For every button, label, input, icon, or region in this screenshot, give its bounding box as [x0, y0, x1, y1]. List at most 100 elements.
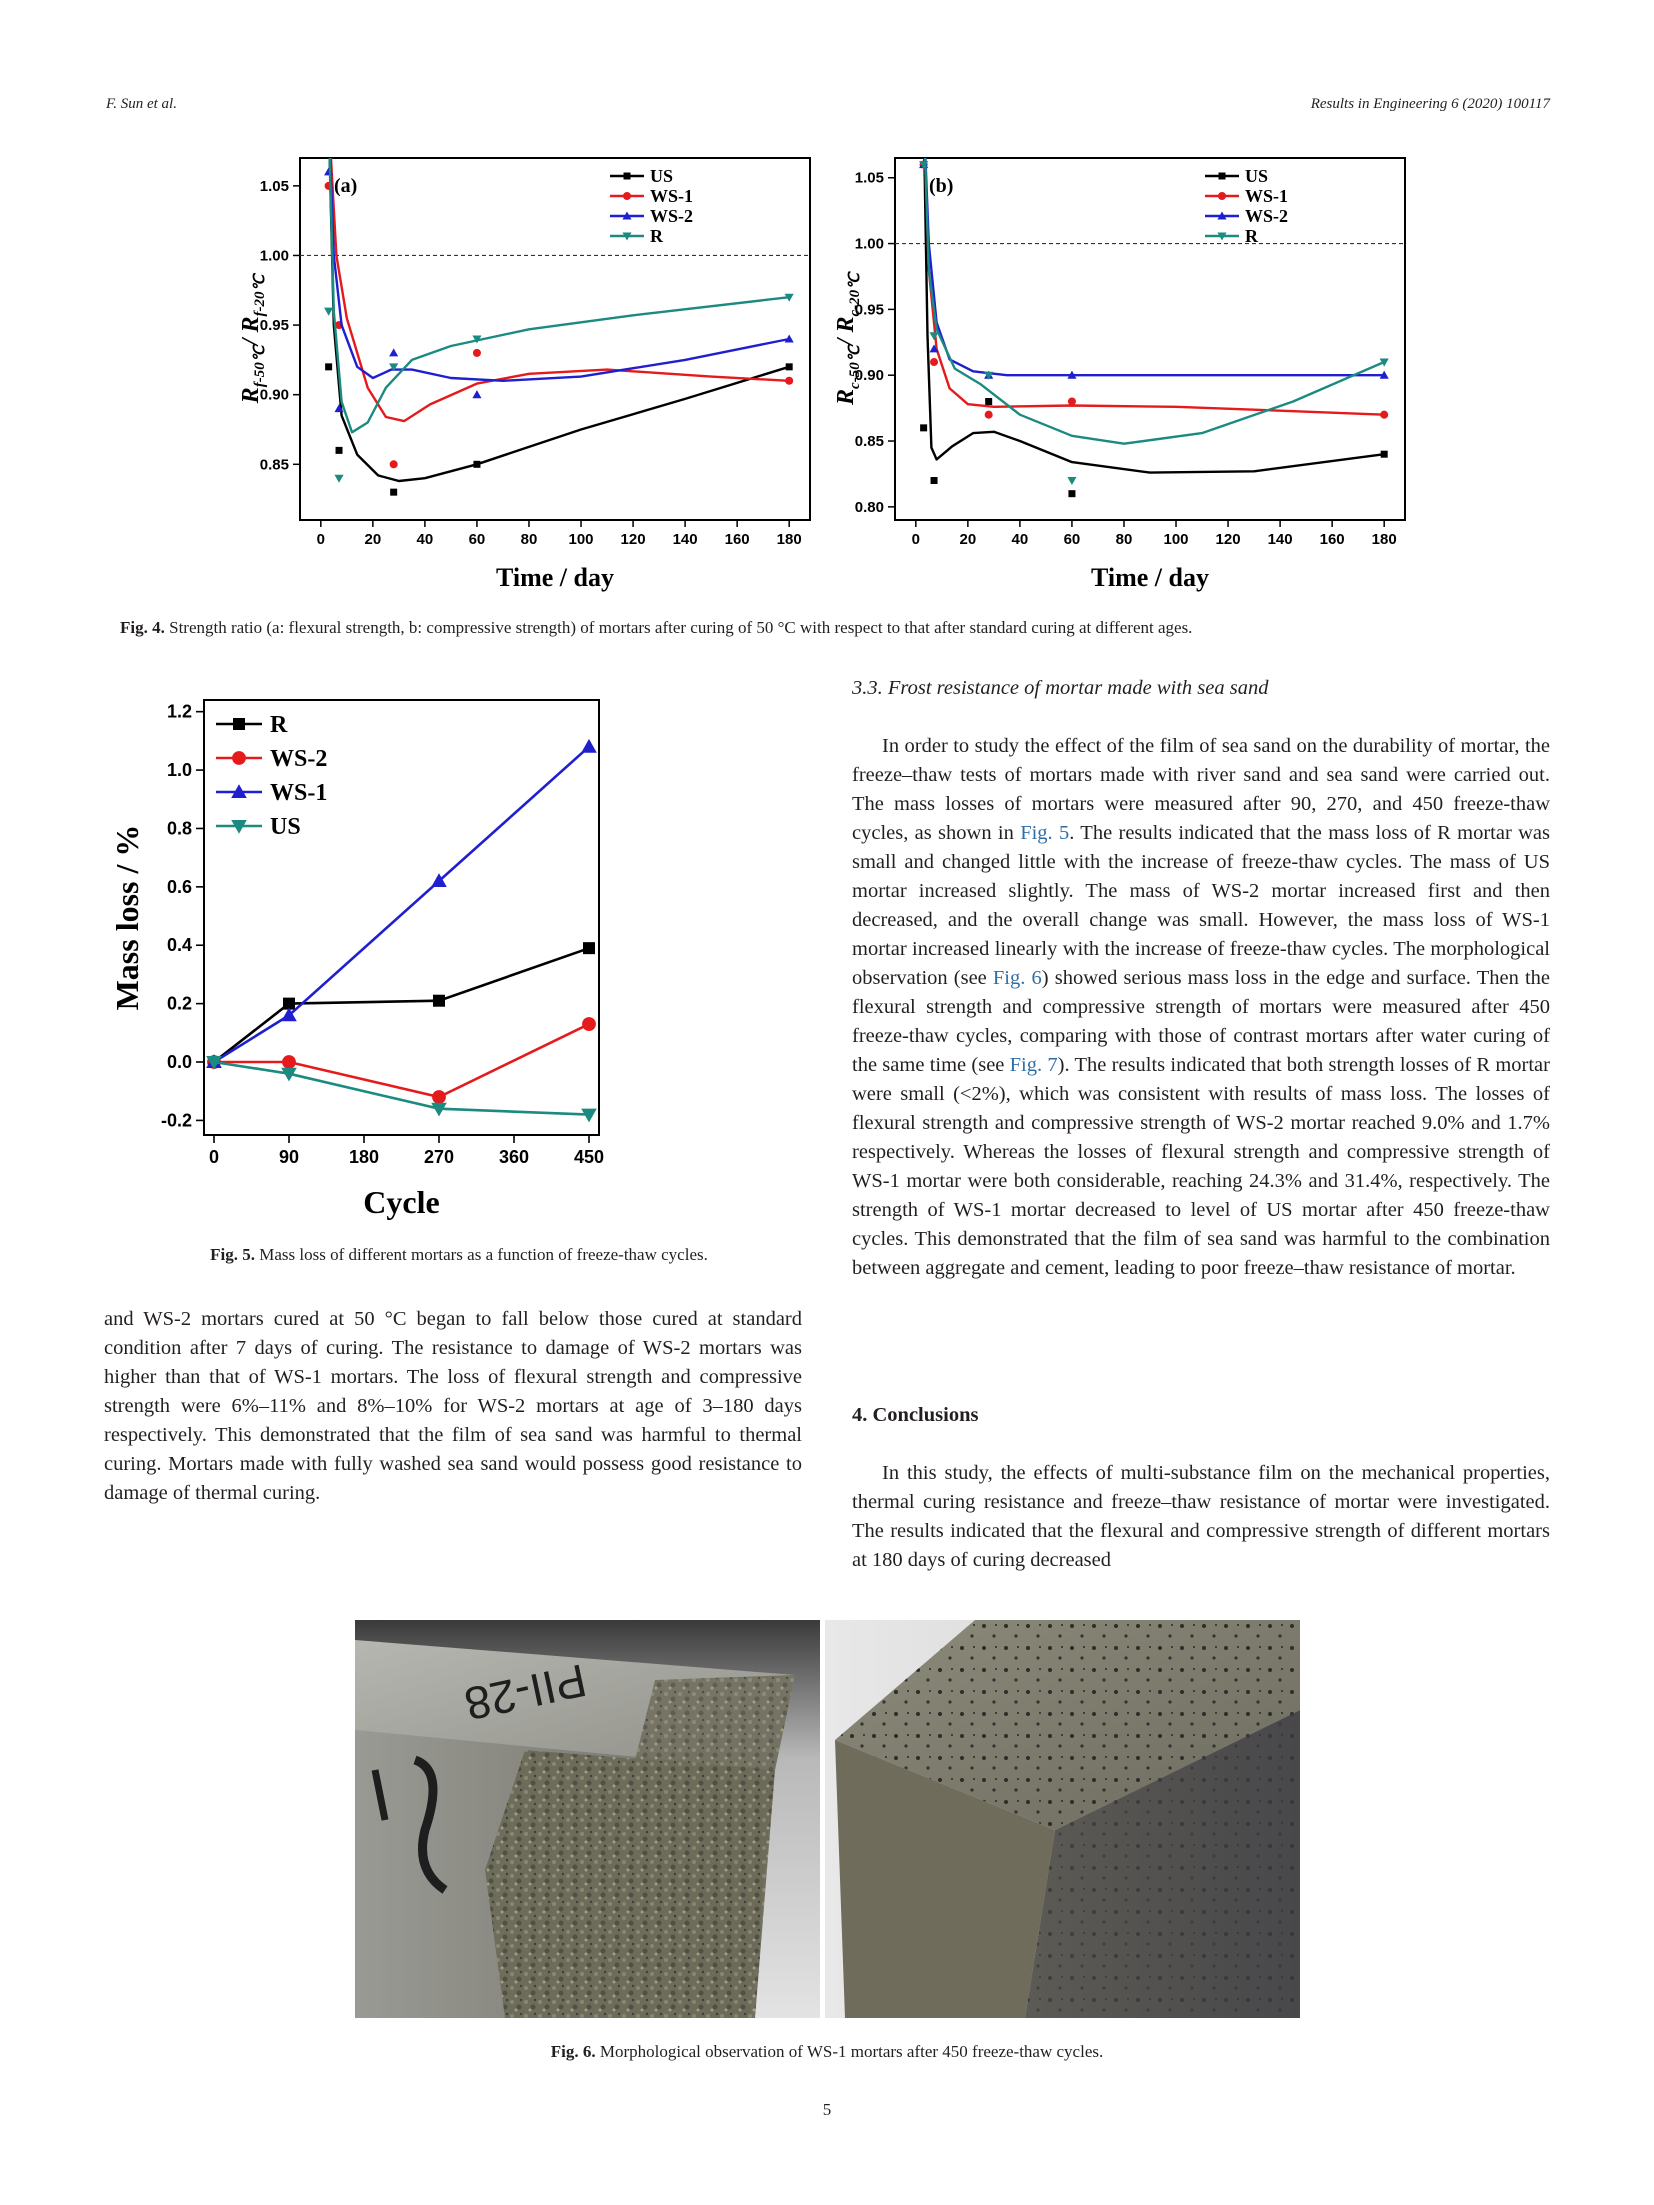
- fig5-point-r: [583, 942, 595, 955]
- fig5-xtick-label: 360: [499, 1147, 529, 1167]
- figure-5-caption-label: Fig. 5.: [210, 1245, 255, 1264]
- fig4b-point-us: [1380, 450, 1388, 458]
- fig4b-series-group: [919, 158, 1389, 498]
- fig4b-xtick-label: 180: [1372, 531, 1397, 548]
- fig4b-legend-label: WS-1: [1245, 186, 1288, 206]
- fig4a-ytick-label: 1.00: [260, 247, 289, 264]
- fig4a-xtick-label: 140: [673, 531, 698, 548]
- fig4a-legend-marker: [623, 172, 631, 180]
- fig4b-point-ws-2: [929, 344, 939, 353]
- fig4b-point-r: [929, 332, 939, 341]
- fig4a-xtick-label: 160: [725, 531, 750, 548]
- link-fig-7[interactable]: Fig. 7: [1009, 1054, 1058, 1076]
- fig5-ylabel: Mass loss / %: [109, 825, 145, 1011]
- fig4a-xtick-label: 0: [317, 531, 325, 548]
- figure-4-caption: Fig. 4. Strength ratio (a: flexural stre…: [120, 616, 1540, 640]
- link-fig-6[interactable]: Fig. 6: [992, 967, 1042, 989]
- fig4b-legend-label: US: [1245, 166, 1268, 186]
- fig4a-ytick-label: 1.05: [260, 178, 289, 195]
- fig5-xlabel: Cycle: [363, 1184, 439, 1220]
- fig4a-series-group: [324, 158, 794, 496]
- fig4b-xtick-label: 20: [960, 531, 977, 548]
- fig5-legend-label: R: [270, 712, 288, 738]
- fig4a-xtick-label: 20: [365, 531, 382, 548]
- para-text-b: . The results indicated that the mass lo…: [852, 822, 1550, 989]
- fig4b-fit-curve-ws-1: [923, 158, 1385, 416]
- fig4b-point-r: [984, 371, 994, 380]
- fig4b-xlabel: Time / day: [1091, 563, 1209, 592]
- fig5-ytick-label: 0.0: [167, 1052, 192, 1072]
- fig5-point-ws-2: [282, 1055, 296, 1069]
- fig4b-legend-label: R: [1245, 226, 1259, 246]
- fig4a-panel-label: (a): [334, 175, 357, 197]
- fig4a-xlabel: Time / day: [496, 563, 614, 592]
- section-3-3-paragraph: In order to study the effect of the film…: [852, 732, 1550, 1283]
- photo-right-specimen: [825, 1620, 1300, 2018]
- fig5-point-ws-1: [581, 738, 597, 753]
- fig4b-point-us: [985, 398, 993, 406]
- fig4a-point-r: [784, 293, 794, 302]
- fig5-xtick-label: 90: [279, 1147, 299, 1167]
- fig5-ytick-label: -0.2: [161, 1110, 192, 1130]
- fig4a-xtick-label: 180: [777, 531, 802, 548]
- fig4a-point-r: [389, 363, 399, 372]
- fig4b-plot-frame: [894, 157, 1406, 521]
- link-fig-5[interactable]: Fig. 5: [1020, 822, 1070, 844]
- fig4a-xtick-label: 120: [621, 531, 646, 548]
- fig4b-fit-curve-us: [923, 158, 1385, 474]
- fig4b-point-ws-2: [1067, 370, 1077, 379]
- fig4b-ylabel: Rc-50℃ / Rc-20℃: [833, 271, 863, 406]
- fig5-series-line-ws-1: [213, 745, 590, 1064]
- figure-4b-chart: 0 20 40 60 80 100 120 140 160 180 0.80 0.85 0.90 0.95…: [825, 148, 1425, 598]
- fig4b-ytick-label: 1.05: [855, 170, 884, 187]
- fig4b-point-ws-2: [1379, 370, 1389, 379]
- fig4a-point-ws-1: [785, 376, 794, 385]
- fig5-point-ws-1: [431, 873, 447, 888]
- fig4b-point-us: [920, 424, 928, 432]
- fig5-legend-marker: [233, 718, 245, 730]
- fig5-point-us: [281, 1067, 297, 1082]
- fig4a-point-us: [785, 363, 793, 371]
- fig4b-xtick-label: 40: [1012, 531, 1029, 548]
- fig5-legend-label: US: [270, 814, 301, 840]
- fig5-series-line-r: [213, 946, 590, 1064]
- fig5-legend-label: WS-2: [270, 746, 327, 772]
- fig5-ytick-label: 0.4: [167, 935, 192, 955]
- page-number: 5: [822, 2100, 832, 2119]
- fig5-legend-label: WS-1: [270, 780, 327, 806]
- fig4b-point-ws-1: [984, 410, 993, 419]
- fig4b-point-us: [1068, 490, 1076, 498]
- fig4a-point-us: [390, 488, 398, 496]
- figure-6-caption-text: Morphological observation of WS-1 mortar…: [599, 2042, 1104, 2061]
- fig4b-ytick-label: 0.95: [855, 301, 884, 318]
- fig4a-legend-marker: [622, 232, 632, 241]
- running-header-journal: Results in Engineering 6 (2020) 100117: [1310, 96, 1550, 112]
- fig4a-legend-label: WS-2: [650, 206, 693, 226]
- fig4a-point-r: [324, 307, 334, 316]
- figure-5-chart: 0 90 180 270 360 450 -0.2 0.0 0.2 0.4 0.6 0.8 1.0 1.2…: [104, 690, 814, 1230]
- fig5-ytick-label: 1.2: [167, 702, 192, 722]
- fig4a-ytick-label: 0.90: [260, 387, 289, 404]
- fig4a-legend-label: WS-1: [650, 186, 693, 206]
- conclusions-paragraph: In this study, the effects of multi-subs…: [852, 1462, 1550, 1571]
- photo-left-specimen: PII-28: [355, 1620, 820, 2018]
- fig5-ytick-label: 0.6: [167, 877, 192, 897]
- fig4a-point-r: [334, 474, 344, 483]
- figure-4a-chart: 0 20 40 60 80 100 120 140 160 180 0.85 0.90 0.95 1.00…: [230, 148, 830, 598]
- fig4b-panel-label: (b): [929, 175, 953, 197]
- fig4a-ytick-label: 0.95: [260, 317, 289, 334]
- fig5-point-us: [206, 1056, 222, 1070]
- fig4a-point-ws-2: [334, 404, 344, 413]
- fig4a-point-ws-2: [389, 348, 399, 357]
- fig4b-ytick-label: 1.00: [855, 236, 884, 253]
- fig4a-point-ws-1: [389, 460, 398, 469]
- fig4b-point-r: [1067, 477, 1077, 486]
- figure-6-caption-label: Fig. 6.: [550, 2042, 596, 2061]
- fig4a-plot-frame: [299, 157, 811, 521]
- fig4a-point-r: [472, 335, 482, 344]
- fig4b-xtick-label: 120: [1216, 531, 1241, 548]
- fig5-xtick-label: 270: [424, 1147, 454, 1167]
- fig4b-legend-marker: [1217, 211, 1227, 220]
- fig4a-xtick-label: 60: [469, 531, 486, 548]
- fig5-point-ws-2: [582, 1017, 596, 1031]
